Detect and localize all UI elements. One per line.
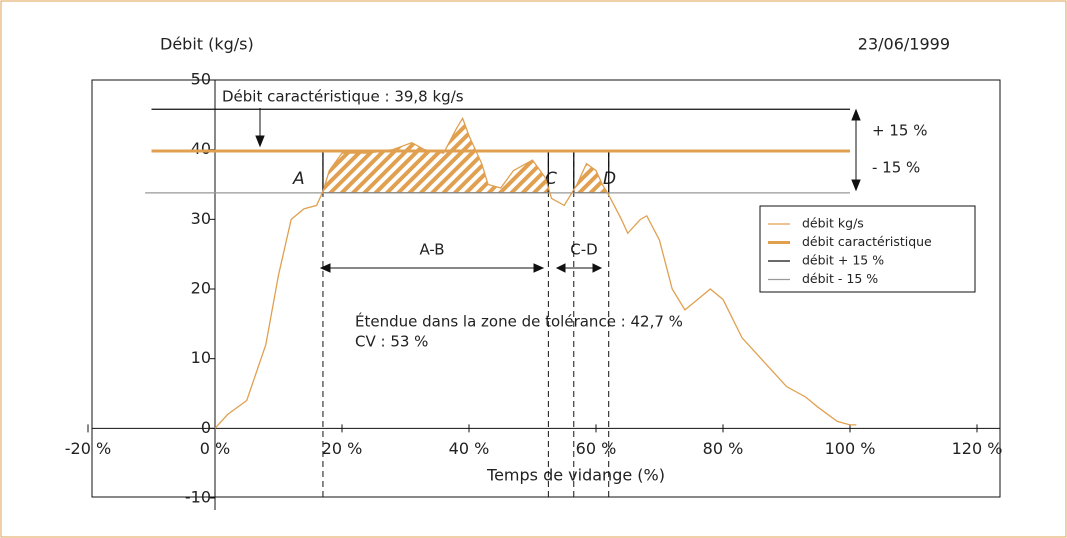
y-tick-label: 30 (191, 209, 211, 228)
y-tick-label: 20 (191, 279, 211, 298)
y-tick-label: -10 (185, 488, 211, 507)
annotation: - 15 % (872, 159, 920, 177)
legend-label: débit caractéristique (802, 234, 932, 249)
hatch-area (322, 118, 549, 193)
annotation: Étendue dans la zone de tolérance : 42,7… (355, 312, 683, 331)
hatch-area (573, 163, 609, 193)
x-tick-label: 20 % (322, 439, 363, 458)
y-tick-label: 0 (201, 418, 211, 437)
arrows (255, 108, 861, 273)
annotation: A (292, 169, 305, 189)
legend-label: débit + 15 % (802, 253, 884, 268)
series-line (214, 116, 857, 429)
x-tick-label: 80 % (703, 439, 744, 458)
x-tick-label: 60 % (576, 439, 617, 458)
y-tick-label: 50 (191, 70, 211, 89)
x-tick-label: -20 % (65, 439, 111, 458)
x-tick-label: 120 % (952, 439, 1003, 458)
x-tick-label: 0 % (200, 439, 230, 458)
legend-label: débit kg/s (802, 216, 864, 231)
plot-box (91, 79, 1001, 498)
annotation: CV : 53 % (355, 333, 428, 351)
x-tick-label: 100 % (825, 439, 876, 458)
annotation: + 15 % (872, 122, 927, 140)
legend-box (759, 205, 976, 293)
x-label: Temps de vidange (%) (486, 466, 665, 485)
x-tick-label: 40 % (449, 439, 490, 458)
annotation: D (603, 169, 616, 189)
annotation: C-D (570, 241, 597, 259)
legend-label: débit - 15 % (802, 271, 878, 286)
annotation: Débit caractéristique : 39,8 kg/s (222, 88, 464, 106)
y-label: Débit (kg/s) (160, 35, 254, 54)
y-tick-label: 40 (191, 139, 211, 158)
y-tick-label: 10 (191, 348, 211, 367)
date: 23/06/1999 (858, 35, 950, 54)
annotation: A-B (419, 241, 444, 259)
